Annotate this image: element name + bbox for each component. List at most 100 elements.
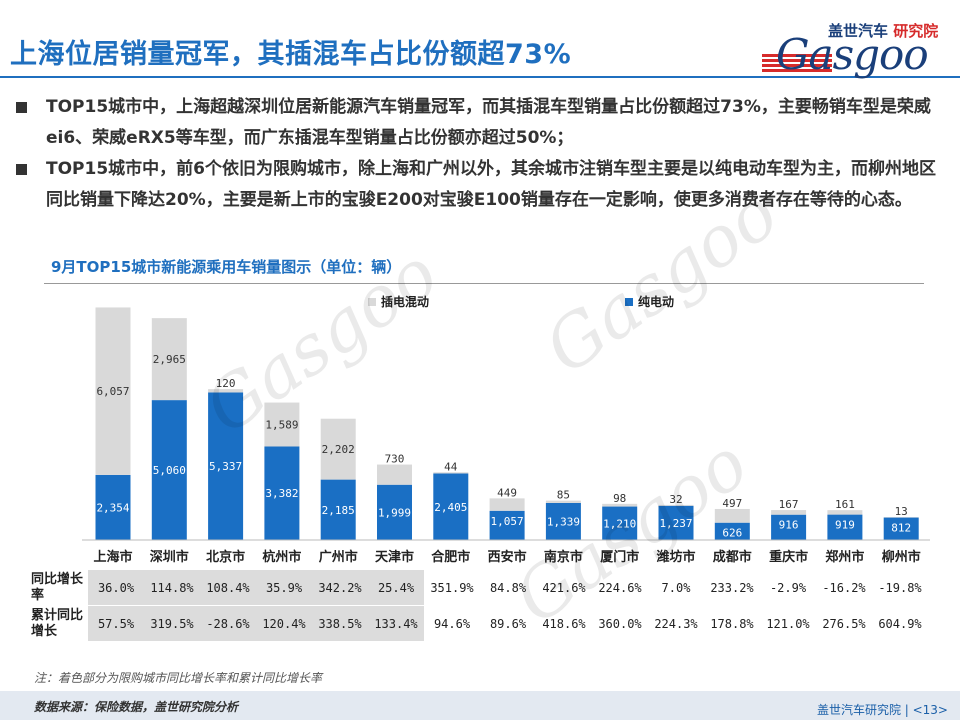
data-label-phev: 6,057 <box>96 385 129 398</box>
category-label: 上海市 <box>93 549 132 565</box>
data-label-phev: 161 <box>835 498 855 511</box>
table-cell: 120.4% <box>256 605 312 642</box>
bar-bev <box>883 517 919 540</box>
data-label-phev: 167 <box>779 498 799 511</box>
data-label-bev: 1,237 <box>659 517 692 530</box>
bar-phev <box>489 498 525 511</box>
data-label-phev: 120 <box>216 377 236 390</box>
data-label-phev: 1,589 <box>265 419 298 432</box>
bar-bev <box>264 446 300 540</box>
bar-bev <box>545 502 581 540</box>
table-cell: -19.8% <box>872 570 928 606</box>
data-source: 数据来源：保险数据，盖世研究院分析 <box>34 700 239 714</box>
data-label-phev: 2,965 <box>153 353 186 366</box>
data-label-bev: 916 <box>779 519 799 532</box>
bar-phev <box>827 510 863 515</box>
title-divider <box>0 76 960 78</box>
table-cell: 178.8% <box>704 605 760 642</box>
bar-phev <box>208 389 244 393</box>
bar-bev <box>489 510 525 540</box>
table-cell: -28.6% <box>200 605 256 642</box>
data-label-bev: 1,999 <box>378 506 411 519</box>
table-cell: 338.5% <box>312 605 368 642</box>
category-label: 深圳市 <box>150 549 189 565</box>
category-label: 北京市 <box>206 549 245 565</box>
legend-swatch-bev <box>625 298 633 306</box>
data-label-bev: 2,354 <box>96 501 129 514</box>
data-label-bev: 3,382 <box>265 487 298 500</box>
bullet-item: TOP15城市中，上海超越深圳位居新能源汽车销量冠军，而其插混车型销量占比份额超… <box>14 92 944 154</box>
data-label-bev: 1,210 <box>603 517 636 530</box>
table-cell: 114.8% <box>144 570 200 606</box>
chart-title: 9月TOP15城市新能源乘用车销量图示（单位：辆） <box>51 258 402 276</box>
bar-bev <box>151 400 187 540</box>
bar-bev <box>433 473 469 540</box>
bar-bev <box>208 392 244 540</box>
chart-title-rule <box>44 283 924 284</box>
table-cell: 421.6% <box>536 570 592 606</box>
bar-bev <box>320 479 356 540</box>
table-cell: 604.9% <box>872 605 928 642</box>
data-label-phev: 98 <box>613 492 626 505</box>
bullet-square-icon <box>16 102 27 113</box>
bar-phev <box>320 418 356 480</box>
bar-phev <box>151 318 187 401</box>
bar-phev <box>377 464 412 485</box>
footer-bar <box>0 691 960 720</box>
bar-phev <box>433 472 469 474</box>
data-label-phev: 32 <box>669 493 682 506</box>
data-label-bev: 1,339 <box>547 515 580 528</box>
category-label: 郑州市 <box>825 549 864 565</box>
data-label-phev: 85 <box>557 489 570 502</box>
category-label: 重庆市 <box>769 549 808 565</box>
bar-bev <box>827 514 863 540</box>
bar-bev <box>602 506 638 540</box>
data-label-bev: 5,060 <box>153 464 186 477</box>
logo-wordmark: Gasgoo <box>776 30 929 79</box>
data-label-phev: 449 <box>497 486 517 499</box>
category-label: 杭州市 <box>262 549 301 565</box>
data-label-phev: 2,202 <box>322 443 355 456</box>
bullet-list: TOP15城市中，上海超越深圳位居新能源汽车销量冠军，而其插混车型销量占比份额超… <box>14 92 944 216</box>
table-cell: 7.0% <box>648 570 704 606</box>
bar-bev <box>658 505 694 540</box>
table-cell: 89.6% <box>480 605 536 642</box>
table-cell: 360.0% <box>592 605 648 642</box>
category-label: 柳州市 <box>882 549 921 565</box>
category-label: 南京市 <box>544 549 583 565</box>
table-cell: 57.5% <box>88 605 144 642</box>
data-label-phev: 44 <box>444 460 458 473</box>
category-label: 广州市 <box>319 549 358 565</box>
bar-phev <box>602 503 638 507</box>
category-label: 西安市 <box>488 549 527 565</box>
table-cell: 121.0% <box>760 605 816 642</box>
bullet-text: TOP15城市中，前6个依旧为限购城市，除上海和广州以外，其余城市注销车型主要是… <box>46 159 936 210</box>
data-label-phev: 730 <box>385 453 405 466</box>
bar-bev <box>95 474 131 540</box>
data-label-bev: 2,185 <box>322 504 355 517</box>
footnote: 注：着色部分为限购城市同比增长率和累计同比增长率 <box>34 671 323 685</box>
category-label: 潍坊市 <box>656 549 695 565</box>
bar-bev <box>771 514 807 540</box>
table-row: 累计同比增长 57.5% 319.5% -28.6% 120.4% 338.5% 133.4… <box>31 605 928 642</box>
legend-label-phev: 插电混动 <box>381 294 429 309</box>
bullet-text: TOP15城市中，上海超越深圳位居新能源汽车销量冠军，而其插混车型销量占比份额超… <box>46 97 931 148</box>
row-header: 同比增长率 <box>31 570 88 606</box>
category-label: 成都市 <box>713 549 752 565</box>
bar-phev <box>545 500 581 503</box>
table-cell: 133.4% <box>368 605 424 642</box>
bar-bev <box>377 484 412 540</box>
bar-phev <box>658 504 694 506</box>
table-cell: 233.2% <box>704 570 760 606</box>
table-cell: 418.6% <box>536 605 592 642</box>
data-label-bev: 1,057 <box>491 515 524 528</box>
growth-table: 同比增长率 36.0% 114.8% 108.4% 35.9% 342.2% 25.4% 35… <box>31 570 928 642</box>
legend-label-bev: 纯电动 <box>638 294 674 309</box>
table-cell: -16.2% <box>816 570 872 606</box>
table-cell: 342.2% <box>312 570 368 606</box>
bar-phev <box>95 307 131 475</box>
data-label-phev: 13 <box>895 505 908 518</box>
table-cell: 84.8% <box>480 570 536 606</box>
table-cell: 351.9% <box>424 570 480 606</box>
data-label-bev: 626 <box>722 527 742 540</box>
